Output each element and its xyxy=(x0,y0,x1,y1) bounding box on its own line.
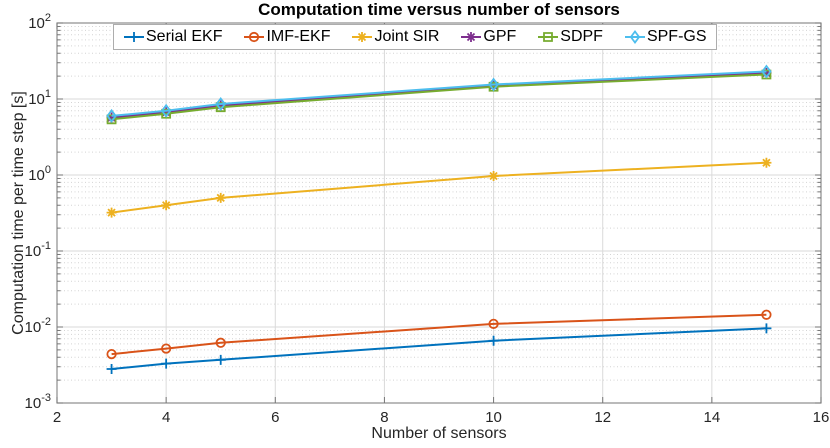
legend-item-spf-gs: SPF-GS xyxy=(624,28,707,46)
x-tick-label: 16 xyxy=(813,409,830,426)
plus-marker xyxy=(488,335,499,346)
circle-marker xyxy=(215,337,226,348)
axes-frame xyxy=(56,22,822,404)
asterisk-marker xyxy=(161,107,172,118)
circle-marker xyxy=(488,318,499,329)
y-tick-label: 100 xyxy=(28,164,51,184)
x-tick-label: 6 xyxy=(271,409,279,426)
plus-marker xyxy=(215,354,226,365)
legend-label: SPF-GS xyxy=(646,28,707,45)
asterisk-marker xyxy=(106,207,117,218)
series-gpf xyxy=(106,67,772,123)
series-spf-gs xyxy=(106,64,772,123)
plus-marker xyxy=(106,364,117,375)
asterisk-marker xyxy=(215,192,226,203)
x-tick-label: 8 xyxy=(380,409,388,426)
asterisk-marker xyxy=(466,32,477,42)
legend-marker-asterisk-icon xyxy=(461,32,482,42)
diamond-marker xyxy=(761,64,772,79)
legend-item-gpf: GPF xyxy=(460,28,516,46)
circle-marker xyxy=(161,343,172,354)
circle-marker xyxy=(761,309,772,320)
x-tick-label: 12 xyxy=(594,409,611,426)
legend-item-joint-sir: Joint SIR xyxy=(351,28,439,46)
legend-item-sdpf: SDPF xyxy=(537,28,603,46)
asterisk-marker xyxy=(761,157,772,168)
series-line xyxy=(111,70,767,117)
circle-marker xyxy=(249,31,260,43)
y-tick-label: 10-1 xyxy=(25,240,51,260)
diamond-marker xyxy=(629,29,641,45)
y-tick-label: 102 xyxy=(28,12,51,32)
y-axis-label: Computation time per time step [s] xyxy=(10,91,27,335)
y-tick-label: 10-2 xyxy=(25,316,51,336)
legend-marker-diamond-icon xyxy=(624,29,645,45)
legend-label: Joint SIR xyxy=(374,28,440,45)
x-axis-label: Number of sensors xyxy=(371,425,507,442)
legend-label: SDPF xyxy=(560,28,603,45)
asterisk-marker xyxy=(106,112,117,123)
legend-label: IMF-EKF xyxy=(266,28,331,45)
series-joint-sir xyxy=(106,157,772,218)
asterisk-marker xyxy=(357,32,368,42)
square-marker xyxy=(543,32,554,42)
plus-marker xyxy=(161,358,172,369)
y-tick-label: 101 xyxy=(28,88,51,108)
legend-marker-circle-icon xyxy=(244,31,265,43)
legend-label: Serial EKF xyxy=(146,28,223,45)
series-serial-ekf xyxy=(106,323,772,375)
square-marker xyxy=(761,69,772,80)
series-line xyxy=(111,313,767,356)
square-marker xyxy=(488,81,499,92)
asterisk-marker xyxy=(161,200,172,211)
legend-marker-square-icon xyxy=(538,32,559,42)
series-imf-ekf xyxy=(106,309,772,360)
plus-marker xyxy=(129,32,139,42)
diamond-marker xyxy=(215,96,226,111)
diamond-marker xyxy=(160,103,172,118)
legend-marker-asterisk-icon xyxy=(352,32,373,42)
y-tick-label: 10-3 xyxy=(25,392,51,412)
legend-item-imf-ekf: IMF-EKF xyxy=(243,28,330,46)
legend-item-serial-ekf: Serial EKF xyxy=(123,28,222,46)
diamond-marker xyxy=(106,108,117,123)
legend-label: GPF xyxy=(483,28,517,45)
asterisk-marker xyxy=(761,67,772,78)
x-tick-label: 10 xyxy=(485,409,502,426)
diamond-marker xyxy=(488,77,499,92)
chart-title: Computation time versus number of sensor… xyxy=(258,0,620,19)
asterisk-marker xyxy=(488,171,499,182)
plus-marker xyxy=(761,323,772,334)
legend: Serial EKF IMF-EKF Joint SIR GPF SDPF SPF-GS xyxy=(113,24,717,50)
x-tick-label: 4 xyxy=(162,409,170,426)
x-tick-label: 14 xyxy=(704,409,721,426)
series-line xyxy=(111,73,767,121)
asterisk-marker xyxy=(215,100,226,111)
legend-marker-plus-icon xyxy=(124,32,144,42)
circle-marker xyxy=(106,348,117,360)
asterisk-marker xyxy=(488,80,499,91)
x-tick-label: 2 xyxy=(53,409,61,426)
